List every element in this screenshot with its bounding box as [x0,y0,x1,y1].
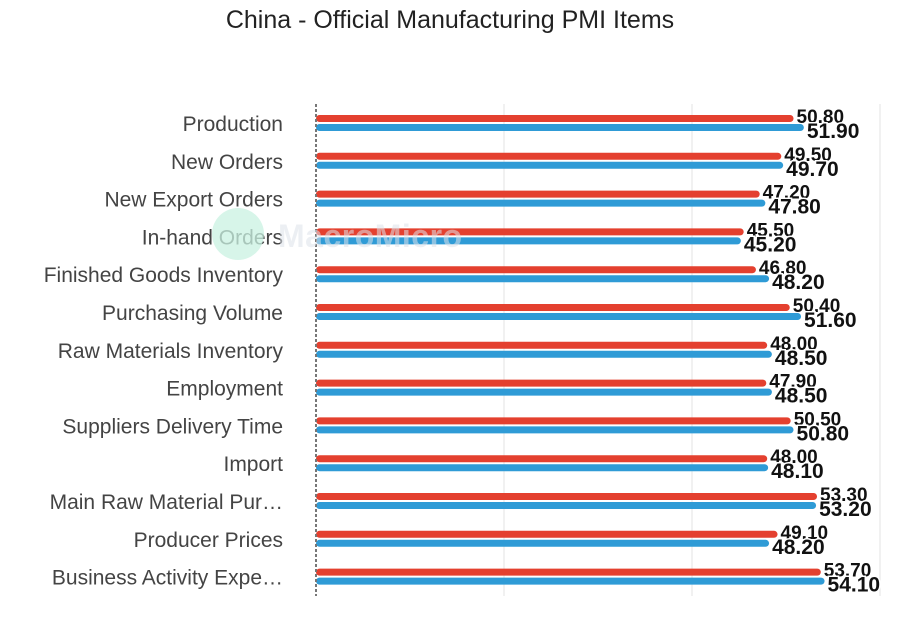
category-label: New Export Orders [104,189,283,212]
bar-series-1 [316,455,768,463]
bar-series-2 [316,313,802,320]
bar-series-2 [316,464,769,472]
bar-series-2 [316,350,772,358]
data-label-series-2: 48.50 [775,347,828,370]
category-label: New Orders [171,151,283,174]
bar-series-2 [316,539,770,547]
data-label-series-2: 48.50 [775,385,828,408]
category-label: Finished Goods Inventory [44,264,284,287]
data-label-series-1: 53.70 [824,561,872,582]
bar-series-1 [316,304,790,311]
bar-series-2 [316,124,804,131]
bar-series-1 [316,152,782,160]
data-label-series-2: 48.10 [771,460,824,483]
data-label-series-1: 47.90 [769,372,817,393]
data-label-series-2: 51.60 [804,309,857,332]
category-label: Producer Prices [134,529,283,552]
data-label-series-2: 53.20 [819,498,872,521]
bar-series-2 [316,577,825,585]
data-label-series-1: 49.50 [784,145,832,166]
data-label-series-1: 53.30 [820,485,868,506]
category-label: Purchasing Volume [102,302,283,325]
category-label: Main Raw Material Pur… [50,491,283,514]
data-label-series-2: 48.20 [772,536,825,559]
bar-series-2 [316,161,784,169]
data-label-series-1: 47.20 [763,183,811,204]
category-label: Employment [166,378,283,401]
data-label-series-1: 49.10 [781,523,829,544]
category-label: In-hand Orders [142,226,283,249]
bar-series-1 [316,266,756,274]
bar-series-2 [316,275,770,283]
category-label: Business Activity Expe… [52,567,283,590]
bar-series-1 [316,115,794,122]
bar-series-1 [316,568,821,576]
data-label-series-2: 49.70 [786,158,839,181]
category-label: Raw Materials Inventory [58,340,284,363]
data-label-series-1: 50.40 [793,296,841,317]
data-label-series-2: 54.10 [828,574,881,597]
category-label: Suppliers Delivery Time [62,415,283,438]
bar-series-2 [316,237,741,245]
data-label-series-1: 50.50 [794,409,842,430]
bar-series-1 [316,190,760,198]
data-label-series-1: 46.80 [759,258,807,279]
data-label-series-1: 45.50 [747,220,795,241]
data-label-series-2: 47.80 [768,196,821,219]
bar-series-1 [316,493,818,500]
data-label-series-1: 48.00 [770,447,818,468]
bar-series-2 [316,199,766,207]
data-label-series-1: 48.00 [770,334,818,355]
category-label: Import [223,453,283,476]
bar-series-2 [316,388,772,396]
bar-series-1 [316,341,768,349]
bar-series-1 [316,530,778,538]
data-label-series-2: 51.90 [807,120,860,143]
category-label: Production [183,113,283,136]
data-label-series-2: 48.20 [772,271,825,294]
data-label-series-2: 45.20 [744,233,797,256]
data-label-series-2: 50.80 [797,422,850,445]
bar-series-2 [316,426,794,434]
bar-series-2 [316,502,817,509]
data-label-series-1: 50.80 [797,107,845,128]
bar-series-1 [316,228,744,236]
bar-series-1 [316,379,767,387]
chart-title: China - Official Manufacturing PMI Items [225,6,675,34]
bar-series-1 [316,417,791,425]
